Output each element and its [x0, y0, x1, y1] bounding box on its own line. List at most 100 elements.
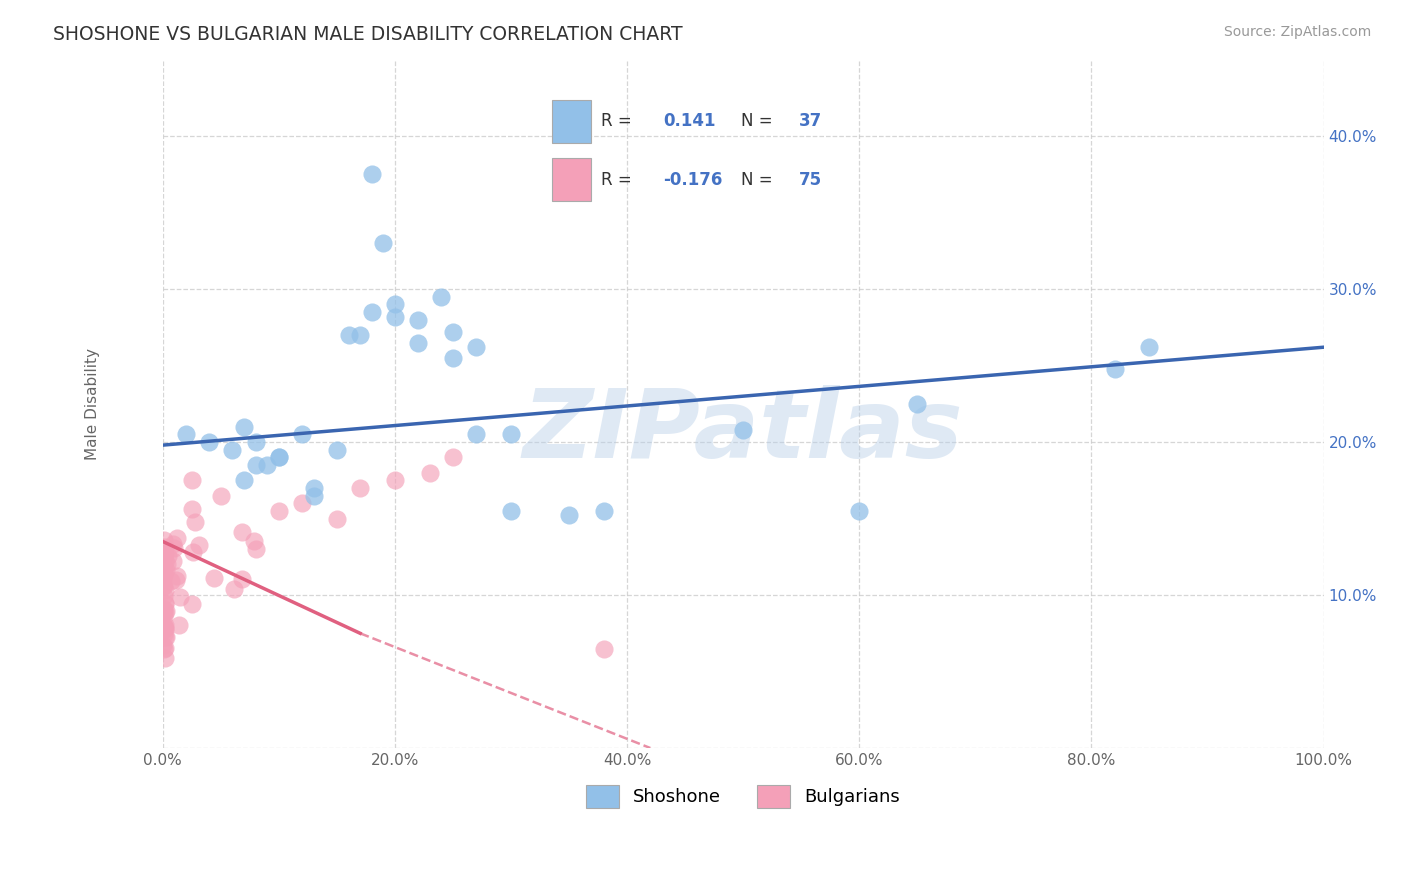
Y-axis label: Male Disability: Male Disability [86, 348, 100, 459]
Point [153, 582, 176, 597]
Point [153, 555, 176, 569]
Point [152, 617, 174, 632]
Point [153, 589, 176, 603]
Point [198, 435, 221, 450]
Point [337, 328, 360, 343]
Point [905, 397, 928, 411]
Point [153, 606, 176, 620]
Point [156, 549, 179, 563]
Point [326, 442, 349, 457]
Point [153, 565, 176, 579]
Point [165, 573, 187, 587]
Point [152, 601, 174, 615]
Point [291, 496, 314, 510]
Point [153, 567, 176, 582]
Point [153, 540, 176, 554]
Point [441, 450, 464, 465]
Point [153, 630, 176, 644]
Point [256, 458, 278, 472]
Point [231, 572, 253, 586]
Point [152, 603, 174, 617]
Point [558, 508, 581, 523]
Text: Source: ZipAtlas.com: Source: ZipAtlas.com [1223, 25, 1371, 39]
Point [302, 489, 325, 503]
Point [153, 546, 176, 560]
Point [291, 427, 314, 442]
Point [349, 328, 371, 343]
Point [155, 630, 177, 644]
Point [406, 312, 429, 326]
Point [152, 638, 174, 652]
Point [222, 582, 245, 596]
Point [152, 604, 174, 618]
Point [360, 167, 382, 181]
Point [153, 650, 176, 665]
Point [1104, 361, 1126, 376]
Point [174, 427, 197, 442]
Point [152, 578, 174, 592]
Point [465, 427, 488, 442]
Point [152, 572, 174, 586]
Point [181, 545, 204, 559]
Point [593, 504, 616, 518]
Point [406, 335, 429, 350]
Point [163, 541, 186, 555]
Point [153, 618, 176, 632]
Point [153, 622, 176, 636]
Point [245, 458, 267, 472]
Point [221, 442, 243, 457]
Point [187, 538, 209, 552]
Point [267, 504, 290, 518]
Point [233, 419, 256, 434]
Point [267, 450, 290, 465]
Point [233, 473, 256, 487]
Point [153, 566, 176, 580]
Point [384, 310, 406, 324]
Point [153, 641, 176, 656]
Point [384, 297, 406, 311]
Point [1139, 340, 1161, 354]
Point [245, 435, 267, 450]
Point [153, 609, 176, 624]
Point [326, 511, 349, 525]
Point [302, 481, 325, 495]
Point [162, 554, 184, 568]
Point [181, 502, 204, 516]
Point [152, 568, 174, 582]
Point [209, 489, 232, 503]
Point [155, 596, 177, 610]
Point [153, 623, 176, 637]
Point [152, 604, 174, 618]
Point [848, 504, 870, 518]
Point [733, 423, 755, 437]
Point [499, 427, 522, 442]
Point [184, 515, 207, 529]
Point [153, 622, 176, 636]
Point [181, 598, 204, 612]
Point [231, 525, 253, 540]
Point [166, 531, 188, 545]
Point [166, 569, 188, 583]
Point [153, 597, 176, 611]
Point [153, 547, 176, 561]
Point [349, 481, 371, 495]
Point [202, 571, 225, 585]
Point [593, 641, 616, 656]
Point [153, 533, 176, 548]
Point [441, 325, 464, 339]
Point [384, 473, 406, 487]
Text: ZIPatlas: ZIPatlas [523, 384, 963, 478]
Legend: Shoshone, Bulgarians: Shoshone, Bulgarians [579, 778, 907, 814]
Point [156, 557, 179, 571]
Point [162, 537, 184, 551]
Point [167, 618, 190, 632]
Point [153, 579, 176, 593]
Point [155, 604, 177, 618]
Point [499, 504, 522, 518]
Point [153, 560, 176, 574]
Point [419, 466, 441, 480]
Point [159, 574, 181, 588]
Point [430, 290, 453, 304]
Point [441, 351, 464, 365]
Point [373, 236, 395, 251]
